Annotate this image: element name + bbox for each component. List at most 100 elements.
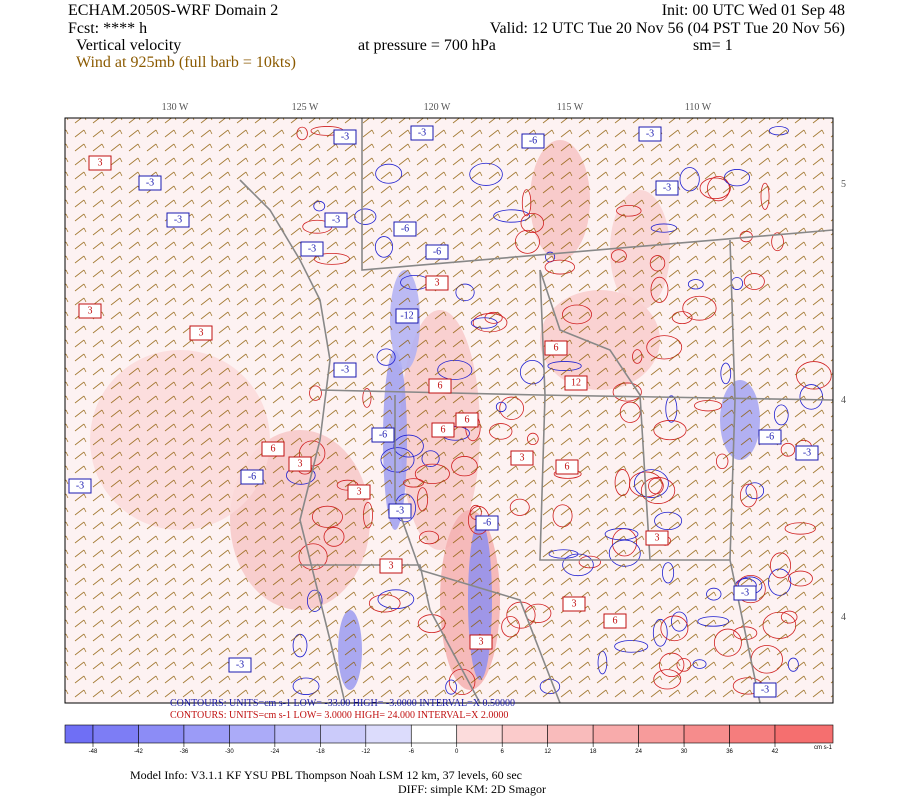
model-info: Model Info: V3.1.1 KF YSU PBL Thompson N…	[130, 768, 522, 782]
contour-label: 3	[655, 532, 660, 543]
lat-label: 5	[841, 179, 846, 190]
contour-label: -3	[663, 182, 671, 193]
lat-label: 4	[841, 612, 846, 623]
contour-label: -6	[529, 135, 537, 146]
contour-label: 3	[298, 458, 303, 469]
contour-label: -3	[76, 480, 84, 491]
contour-label: -3	[761, 684, 769, 695]
contour-label: 6	[271, 443, 276, 454]
colorbar-box	[229, 724, 276, 744]
contour-label: 3	[88, 305, 93, 316]
label-box	[475, 515, 499, 531]
contour-label: 6	[441, 424, 446, 435]
init-time: Init: 00 UTC Wed 01 Sep 48	[662, 2, 845, 19]
label-box	[138, 175, 162, 191]
field-name: Vertical velocity	[76, 37, 181, 54]
label-box	[758, 429, 782, 445]
contour-label: 3	[357, 486, 362, 497]
contour-label: -6	[401, 223, 409, 234]
label-box	[189, 325, 213, 341]
label-box	[333, 129, 357, 145]
label-box	[388, 503, 412, 519]
contour-label: -3	[341, 364, 349, 375]
contour-label: -3	[396, 505, 404, 516]
contour-label: -3	[332, 214, 340, 225]
label-box	[347, 484, 371, 500]
label-box	[324, 212, 348, 228]
contour-label: 3	[572, 598, 577, 609]
label-box	[371, 427, 395, 443]
label-box	[795, 445, 819, 461]
contour-label: -3	[341, 131, 349, 142]
label-box	[88, 155, 112, 171]
colorbar-box	[638, 724, 685, 744]
model-title: ECHAM.2050S-WRF Domain 2	[68, 2, 278, 19]
colorbar-label: -6	[409, 749, 415, 755]
contour-label: 12	[571, 377, 581, 388]
colorbar-box	[92, 724, 139, 744]
label-box	[395, 308, 419, 324]
colorbar-box	[501, 724, 548, 744]
colorbar-label: 36	[726, 749, 733, 755]
label-box	[655, 180, 679, 196]
colorbar-label: 0	[455, 749, 459, 755]
colorbar: -48 -42 -36 -30 -24 -18 -12 -6 0 6 12 18 24 30 36 42 cm …	[64, 724, 834, 755]
label-box	[564, 375, 588, 391]
contour-label: 3	[389, 560, 394, 571]
lon-label: 120 W	[424, 102, 451, 113]
colorbar-label: 12	[544, 749, 551, 755]
colorbar-label: -30	[225, 749, 234, 755]
label-box	[544, 340, 568, 356]
contour-label: 6	[465, 414, 470, 425]
label-box	[510, 450, 534, 466]
colorbar-units: cm s-1	[814, 745, 833, 751]
colorbar-label: -48	[89, 749, 98, 755]
colorbar-box	[547, 724, 594, 744]
label-box	[410, 125, 434, 141]
contour-label: -6	[483, 517, 491, 528]
colorbar-box	[365, 724, 412, 744]
colorbar-box	[274, 724, 321, 744]
colorbar-box	[183, 724, 230, 744]
negative-contours: CONTOURS: UNITS=cm s-1 LOW= -33.00 HIGH=…	[170, 698, 515, 709]
colorbar-label: -24	[271, 749, 280, 755]
contour-label: 3	[479, 636, 484, 647]
contour-label: -3	[418, 127, 426, 138]
wind-barbs	[65, 118, 833, 703]
colorbar-label: -42	[134, 749, 143, 755]
smoothing: sm= 1	[693, 37, 733, 54]
contour-label: -3	[803, 447, 811, 458]
contour-label: -6	[379, 429, 387, 440]
contour-label: -3	[146, 177, 154, 188]
lon-label: 115 W	[557, 102, 584, 113]
label-box	[555, 459, 579, 475]
colorbar-box	[138, 724, 185, 744]
contour-label: 6	[554, 342, 559, 353]
contour-label: 6	[613, 615, 618, 626]
label-box	[562, 596, 586, 612]
label-box	[379, 558, 403, 574]
label-box	[733, 585, 757, 601]
colorbar-label: 42	[772, 749, 779, 755]
lon-label: 110 W	[685, 102, 712, 113]
label-box	[166, 212, 190, 228]
contour-label: 6	[565, 461, 570, 472]
colorbar-box	[410, 724, 458, 744]
borders	[239, 118, 833, 703]
label-box	[425, 275, 449, 291]
contour-label: -3	[646, 128, 654, 139]
colorbar-label: 30	[681, 749, 688, 755]
label-box	[469, 634, 493, 650]
label-box	[68, 478, 92, 494]
label-box	[645, 530, 669, 546]
label-box	[228, 657, 252, 673]
colorbar-label: -36	[180, 749, 189, 755]
colorbar-label: -12	[361, 749, 370, 755]
colorbar-label: -18	[316, 749, 325, 755]
colorbar-box	[456, 724, 503, 744]
forecast: Fcst: **** h	[68, 20, 147, 37]
lon-label: 130 W	[162, 102, 189, 113]
colorbar-box	[592, 724, 639, 744]
label-box	[393, 221, 417, 237]
